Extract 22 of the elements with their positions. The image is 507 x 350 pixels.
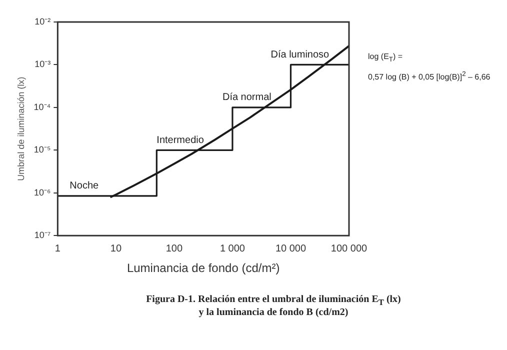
x-tick-label: 100 (166, 243, 183, 254)
y-tick-label: 10⁻⁴ (34, 102, 51, 112)
x-tick-label: 100 000 (330, 243, 368, 254)
y-tick-label: 10⁻⁷ (34, 230, 51, 240)
text: y la luminancia de fondo B (cd/m2) (198, 307, 350, 318)
x-tick-label: 1 000 (220, 243, 246, 254)
y-axis-title: Umbral de iluminación (lx) (16, 76, 26, 181)
y-tick-label: 10⁻² (34, 16, 51, 26)
text: log (E$_{T}$) = (368, 51, 404, 66)
annotation: Intermedio (156, 134, 204, 146)
annotation: Noche (70, 180, 100, 192)
text: Figura D-1. Relación entre el umbral de iluminación E$_{T}$ (lx) (145, 294, 402, 307)
text: 0,57 log (B) + 0,05 [log(B)]$^{2}$ – 6,66 (368, 70, 490, 84)
annotation: Día luminoso (270, 49, 330, 60)
y-tick-label: 10⁻³ (34, 59, 51, 70)
y-tick-label: 10⁻⁵ (34, 144, 51, 155)
x-tick-label: 10 000 (275, 243, 306, 254)
x-tick-label: 10 (110, 243, 122, 254)
x-tick-label: 1 (54, 243, 61, 254)
annotation: Día normal (222, 92, 272, 104)
x-axis-title: Luminancia de fondo (cd/m²) (126, 261, 280, 276)
y-tick-label: 10⁻⁶ (34, 187, 51, 198)
